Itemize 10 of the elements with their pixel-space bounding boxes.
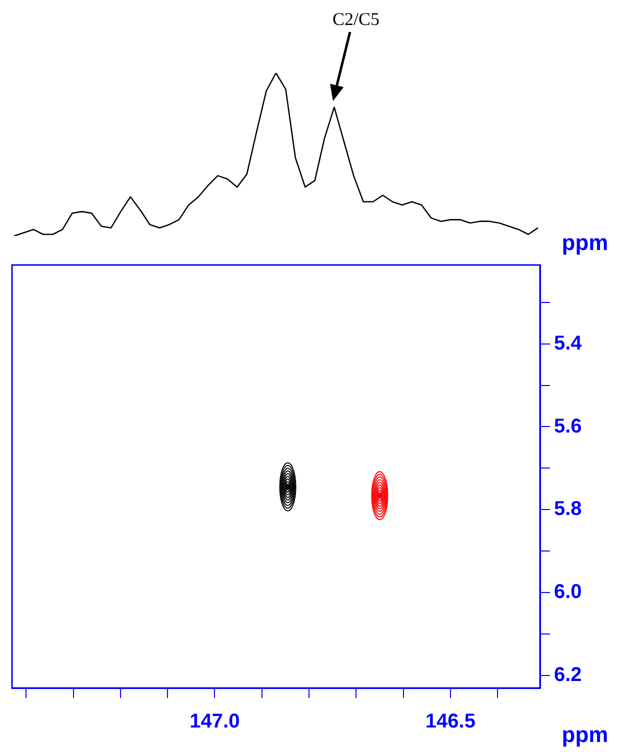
y-tick-label: 6.2 bbox=[554, 664, 582, 686]
y-tick-label: 6.0 bbox=[554, 581, 582, 604]
y-axis-title: ppm bbox=[562, 230, 608, 255]
x-tick-label: 146.5 bbox=[425, 710, 476, 733]
x-axis-title: ppm bbox=[562, 722, 608, 747]
y-tick-label: 5.8 bbox=[554, 498, 582, 520]
x-tick-label: 147.0 bbox=[190, 710, 240, 733]
y-tick-label: 5.4 bbox=[554, 332, 583, 354]
text: C2/C5 bbox=[332, 9, 380, 29]
y-tick-label: 5.6 bbox=[554, 415, 582, 438]
